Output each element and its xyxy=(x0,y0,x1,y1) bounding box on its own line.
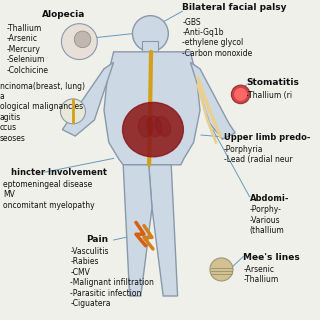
Polygon shape xyxy=(62,62,114,136)
Ellipse shape xyxy=(147,116,162,137)
Text: hincter Involvement: hincter Involvement xyxy=(11,168,107,177)
Text: -Arsenic
-Thallium: -Arsenic -Thallium xyxy=(243,265,278,284)
Text: -GBS
-Anti-Gq1b
-ethylene glycol
-Carbon monoxide: -GBS -Anti-Gq1b -ethylene glycol -Carbon… xyxy=(182,18,253,58)
Text: Mee's lines: Mee's lines xyxy=(243,253,300,262)
Text: -Porphyria
-Lead (radial neur: -Porphyria -Lead (radial neur xyxy=(224,145,292,164)
Text: Alopecia: Alopecia xyxy=(42,10,85,19)
Text: Pain: Pain xyxy=(86,235,108,244)
Text: Upper limb predo-: Upper limb predo- xyxy=(224,133,310,142)
Circle shape xyxy=(210,258,233,281)
Circle shape xyxy=(60,99,85,124)
Circle shape xyxy=(74,31,91,48)
Text: -Thallium (ri: -Thallium (ri xyxy=(246,91,292,100)
Polygon shape xyxy=(123,165,152,296)
Polygon shape xyxy=(190,62,235,139)
Text: -Porphy-
-Various
(thallium: -Porphy- -Various (thallium xyxy=(250,205,284,235)
Text: Stomatitis: Stomatitis xyxy=(246,78,299,87)
Text: Abdomi-: Abdomi- xyxy=(250,194,289,203)
Text: ncinoma(breast, lung)
a
ological malignancies
agitis
ccus
seoses: ncinoma(breast, lung) a ological maligna… xyxy=(0,82,85,143)
Circle shape xyxy=(235,89,246,100)
Ellipse shape xyxy=(155,116,171,136)
Polygon shape xyxy=(104,52,200,165)
Text: -Thallium
-Arsenic
-Mercury
-Selenium
-Colchicine: -Thallium -Arsenic -Mercury -Selenium -C… xyxy=(6,24,48,75)
Circle shape xyxy=(132,16,168,52)
Polygon shape xyxy=(149,165,178,296)
Text: -Vasculitis
-Rabies
-CMV
-Malignant infiltration
-Parasitic infection
-Ciguatera: -Vasculitis -Rabies -CMV -Malignant infi… xyxy=(70,247,154,308)
Text: Bilateral facial palsy: Bilateral facial palsy xyxy=(182,3,287,12)
Bar xyxy=(142,41,158,52)
Text: eptomeningeal disease
MV
oncomitant myelopathy: eptomeningeal disease MV oncomitant myel… xyxy=(3,180,95,210)
Ellipse shape xyxy=(123,102,183,157)
Circle shape xyxy=(231,85,250,104)
Ellipse shape xyxy=(139,116,153,137)
Circle shape xyxy=(61,24,97,60)
